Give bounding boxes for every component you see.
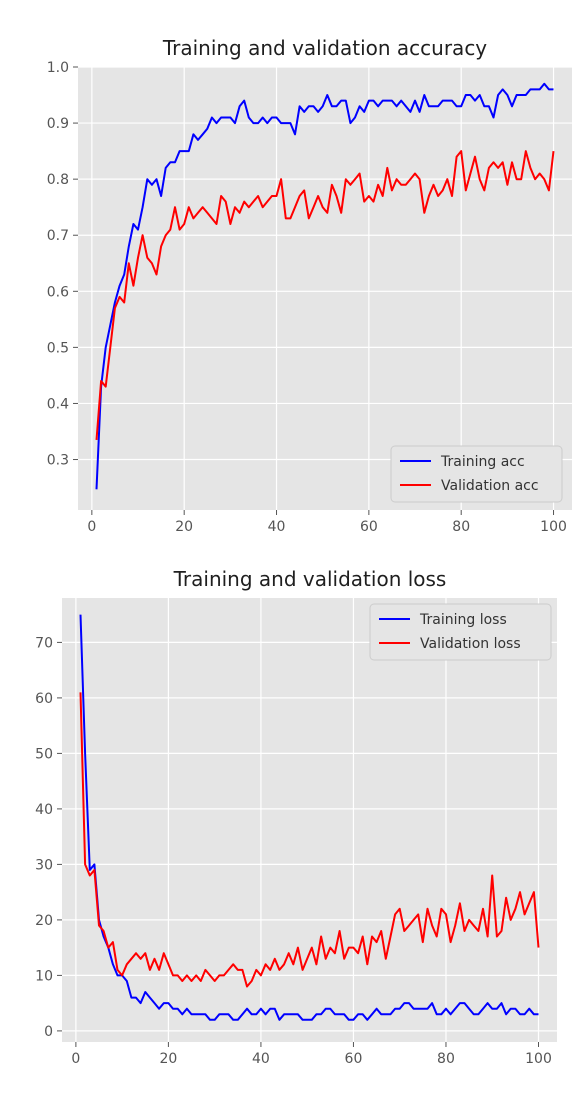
x-tick-label: 80 — [437, 1051, 455, 1067]
legend-box — [390, 445, 563, 503]
series-line-validation — [95, 150, 555, 440]
x-tick-label: 100 — [540, 519, 567, 535]
x-tick-label: 0 — [71, 1051, 80, 1067]
series-line-training — [95, 82, 554, 490]
x-tick-label: 20 — [159, 1051, 177, 1067]
y-tick-label: 0 — [44, 1024, 53, 1040]
y-tick-label: 0.8 — [47, 172, 69, 188]
y-tick-label: 20 — [35, 913, 53, 929]
y-tick-label: 40 — [35, 802, 53, 818]
series-line-validation — [79, 692, 540, 988]
y-tick-label: 70 — [35, 635, 53, 651]
y-tick-label: 0.7 — [47, 228, 69, 244]
x-tick-label: 60 — [360, 519, 378, 535]
y-tick-label: 1.0 — [47, 60, 69, 76]
y-tick-label: 60 — [35, 691, 53, 707]
y-tick-label: 0.6 — [47, 284, 69, 300]
x-tick-label: 80 — [452, 519, 470, 535]
y-tick-label: 30 — [35, 857, 53, 873]
series-line-training — [79, 614, 539, 1021]
y-tick-label: 0.5 — [47, 340, 69, 356]
x-tick-label: 40 — [268, 519, 286, 535]
y-tick-label: 0.4 — [47, 396, 69, 412]
x-tick-label: 20 — [175, 519, 193, 535]
legend-label: Validation loss — [420, 636, 521, 652]
y-tick-label: 0.3 — [47, 453, 69, 469]
legend-label: Validation acc — [441, 478, 539, 494]
plot-area — [78, 67, 572, 510]
legend: Training loss Validation loss — [369, 603, 552, 661]
x-tick-label: 100 — [525, 1051, 552, 1067]
y-tick-label: 0.9 — [47, 116, 69, 132]
x-tick-label: 40 — [252, 1051, 270, 1067]
y-tick-label: 50 — [35, 746, 53, 762]
x-tick-label: 60 — [345, 1051, 363, 1067]
legend-box — [369, 603, 552, 661]
legend-label: Training loss — [419, 612, 507, 628]
y-tick-label: 10 — [35, 968, 53, 984]
chart-title: Training and validation loss — [173, 567, 447, 591]
plot-area — [62, 598, 557, 1042]
chart-accuracy: Training and validation accuracy 0 20 40 60… — [47, 36, 572, 535]
legend: Training acc Validation acc — [390, 445, 563, 503]
chart-title: Training and validation accuracy — [162, 36, 487, 60]
x-tick-label: 0 — [87, 519, 96, 535]
chart-loss: Training and validation loss 0 20 40 60 80 10… — [35, 567, 557, 1067]
legend-label: Training acc — [440, 454, 525, 470]
